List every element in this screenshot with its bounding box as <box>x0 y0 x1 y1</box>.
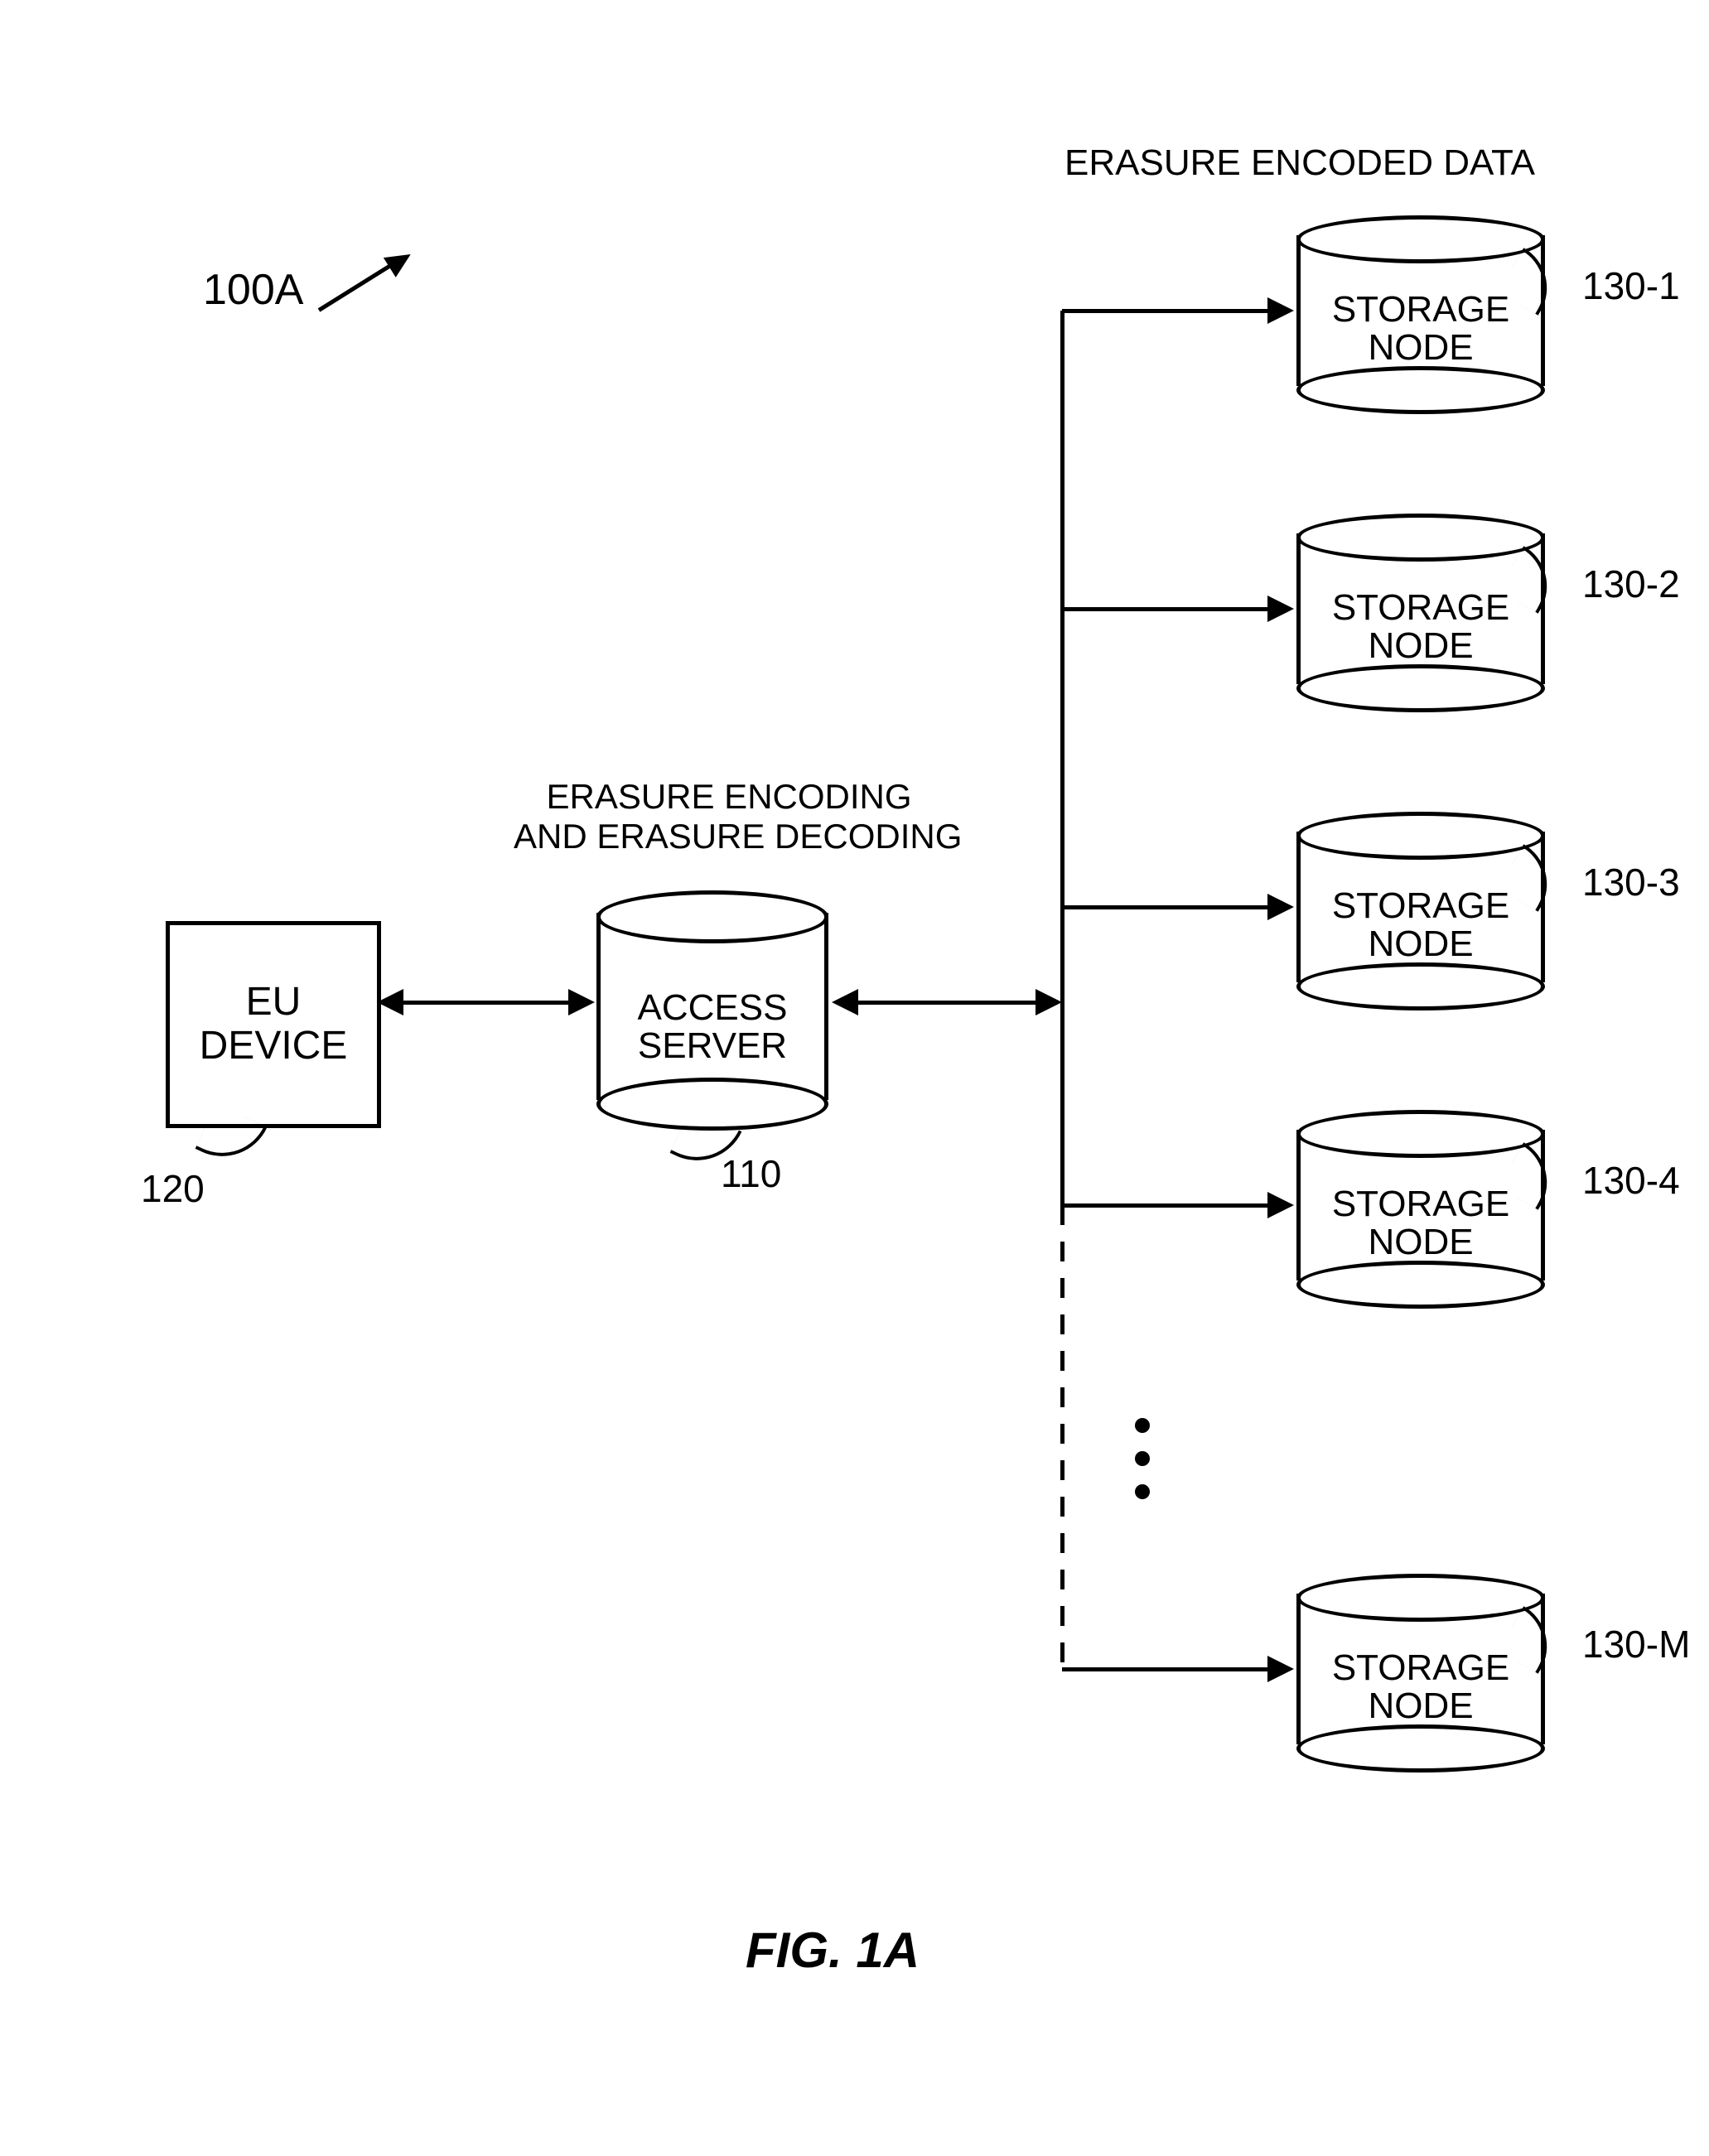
eu-device-label-line1: EU <box>200 981 348 1025</box>
ellipsis-dots <box>1135 1400 1150 1517</box>
ellipsis-dot-0 <box>1135 1418 1150 1433</box>
arrow-eu-access-head-right <box>568 989 595 1015</box>
branch-3-line <box>1062 1203 1271 1208</box>
storage-node-3-label-line2: NODE <box>1296 1223 1545 1261</box>
access-server-ref: 110 <box>721 1151 781 1196</box>
access-server-label: ACCESSSERVER <box>596 989 828 1065</box>
storage-node-ref-3: 130-4 <box>1582 1158 1680 1203</box>
storage-node-1-top <box>1296 514 1545 562</box>
arrow-access-junction-line <box>855 1001 1039 1005</box>
storage-node-2-label: STORAGENODE <box>1296 887 1545 963</box>
branch-4-head <box>1267 1656 1294 1682</box>
branch-1-head <box>1267 596 1294 622</box>
ellipsis-dot-2 <box>1135 1484 1150 1499</box>
eu-device-label: EUDEVICE <box>200 981 348 1068</box>
storage-node-ref-2: 130-3 <box>1582 860 1680 904</box>
storage-node-2-top <box>1296 812 1545 860</box>
storage-node-2: STORAGENODE <box>1296 812 1545 1002</box>
arrow-eu-access-line <box>400 1001 572 1005</box>
access-server-heading: ERASURE ENCODINGAND ERASURE DECODING <box>514 777 944 857</box>
arrow-eu-access-head-left <box>377 989 403 1015</box>
system-ref-arrow-head <box>384 244 417 277</box>
storage-node-3-bottom <box>1296 1261 1545 1309</box>
access-server: ACCESSSERVER <box>596 890 828 1122</box>
storage-node-4: STORAGENODE <box>1296 1574 1545 1764</box>
bus-vertical-dashed <box>1060 1205 1065 1671</box>
branch-0-line <box>1062 309 1271 313</box>
branch-2-line <box>1062 905 1271 909</box>
storage-node-1: STORAGENODE <box>1296 514 1545 704</box>
storage-node-4-label-line2: NODE <box>1296 1687 1545 1725</box>
storage-node-2-label-line2: NODE <box>1296 925 1545 963</box>
storage-node-3: STORAGENODE <box>1296 1110 1545 1300</box>
storage-node-0: STORAGENODE <box>1296 215 1545 406</box>
branch-4-line <box>1062 1667 1271 1671</box>
branch-3-head <box>1267 1192 1294 1218</box>
access-server-label-line1: ACCESS <box>596 989 828 1027</box>
eu-device-ref: 120 <box>141 1166 205 1211</box>
storage-node-4-label: STORAGENODE <box>1296 1649 1545 1725</box>
eu-device-box: EUDEVICE <box>166 921 381 1128</box>
eu-device-label-line2: DEVICE <box>200 1025 348 1068</box>
arrow-access-junction-head-right <box>1036 989 1062 1015</box>
arrow-access-junction-head-left <box>832 989 858 1015</box>
access-server-label-line2: SERVER <box>596 1027 828 1065</box>
storage-node-1-label-line2: NODE <box>1296 627 1545 665</box>
figure-title: FIG. 1A <box>746 1922 920 1979</box>
storage-node-0-top <box>1296 215 1545 263</box>
storage-node-1-bottom <box>1296 664 1545 712</box>
branch-0-head <box>1267 297 1294 324</box>
branch-2-head <box>1267 894 1294 920</box>
storage-node-1-label: STORAGENODE <box>1296 589 1545 665</box>
ellipsis-dot-1 <box>1135 1451 1150 1466</box>
access-server-heading-line2: AND ERASURE DECODING <box>514 817 944 856</box>
storage-node-ref-1: 130-2 <box>1582 562 1680 606</box>
storage-node-4-top <box>1296 1574 1545 1622</box>
erasure-encoded-data-heading: ERASURE ENCODED DATA <box>1065 142 1535 184</box>
access-server-heading-line1: ERASURE ENCODING <box>514 777 944 817</box>
bus-vertical-solid <box>1060 311 1065 1208</box>
storage-node-3-top <box>1296 1110 1545 1158</box>
branch-1-line <box>1062 607 1271 611</box>
storage-node-2-bottom <box>1296 962 1545 1010</box>
storage-node-0-bottom <box>1296 366 1545 414</box>
access-server-top <box>596 890 828 943</box>
storage-node-3-label: STORAGENODE <box>1296 1185 1545 1261</box>
storage-node-ref-4: 130-M <box>1582 1622 1690 1666</box>
storage-node-4-bottom <box>1296 1724 1545 1773</box>
storage-node-0-label-line2: NODE <box>1296 329 1545 367</box>
storage-node-ref-0: 130-1 <box>1582 263 1680 308</box>
system-ref-arrow-line <box>318 260 398 312</box>
storage-node-0-label: STORAGENODE <box>1296 291 1545 367</box>
system-ref-label: 100A <box>203 265 303 315</box>
